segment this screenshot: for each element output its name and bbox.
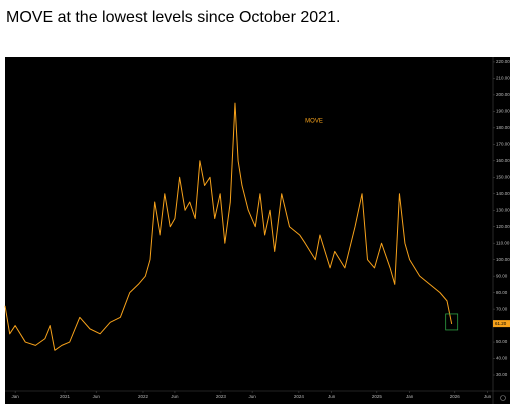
highlight-box [445, 313, 459, 331]
y-tick-label: 220.00 [496, 59, 510, 64]
chart-title: MOVE at the lowest levels since October … [6, 9, 340, 26]
y-tick-label: 180.00 [496, 125, 510, 130]
current-value-box [493, 320, 510, 328]
x-tick-label: Jun [171, 394, 179, 399]
y-tick-label: 210.00 [496, 76, 510, 81]
plot-background [5, 57, 510, 404]
x-tick-label: 2021 [60, 394, 71, 399]
x-tick-label: 2023 [216, 394, 227, 399]
y-tick-label: 150.00 [496, 174, 510, 179]
current-value-label: 61.20 [495, 321, 507, 326]
y-tick-label: 140.00 [496, 191, 510, 196]
y-tick-label: 80.00 [496, 290, 508, 295]
y-tick-label: 100.00 [496, 257, 510, 262]
x-tick-label: Jun [328, 394, 336, 399]
y-tick-label: 40.00 [496, 356, 508, 361]
x-tick-label: Jun [248, 394, 256, 399]
x-tick-label: 2025 [372, 394, 383, 399]
x-tick-label: 2024 [294, 394, 305, 399]
x-tick-label: 2026 [450, 394, 461, 399]
y-tick-label: 30.00 [496, 372, 508, 377]
y-tick-label: 130.00 [496, 207, 510, 212]
y-tick-label: 200.00 [496, 92, 510, 97]
y-tick-label: 50.00 [496, 339, 508, 344]
y-tick-label: 160.00 [496, 158, 510, 163]
settings-icon[interactable] [500, 395, 506, 401]
series-annotation: MOVE [305, 119, 323, 125]
y-tick-label: 90.00 [496, 273, 508, 278]
x-tick-label: Jan [12, 394, 20, 399]
line-series [4, 102, 453, 351]
y-tick-label: 190.00 [496, 109, 510, 114]
y-tick-label: 170.00 [496, 142, 510, 147]
x-tick-label: Jan [406, 394, 414, 399]
y-tick-label: 70.00 [496, 306, 508, 311]
y-tick-label: 120.00 [496, 224, 510, 229]
y-tick-label: 110.00 [496, 240, 510, 245]
x-tick-label: 2022 [138, 394, 149, 399]
x-tick-label: Jun [93, 394, 101, 399]
x-tick-label: Jun [484, 394, 492, 399]
